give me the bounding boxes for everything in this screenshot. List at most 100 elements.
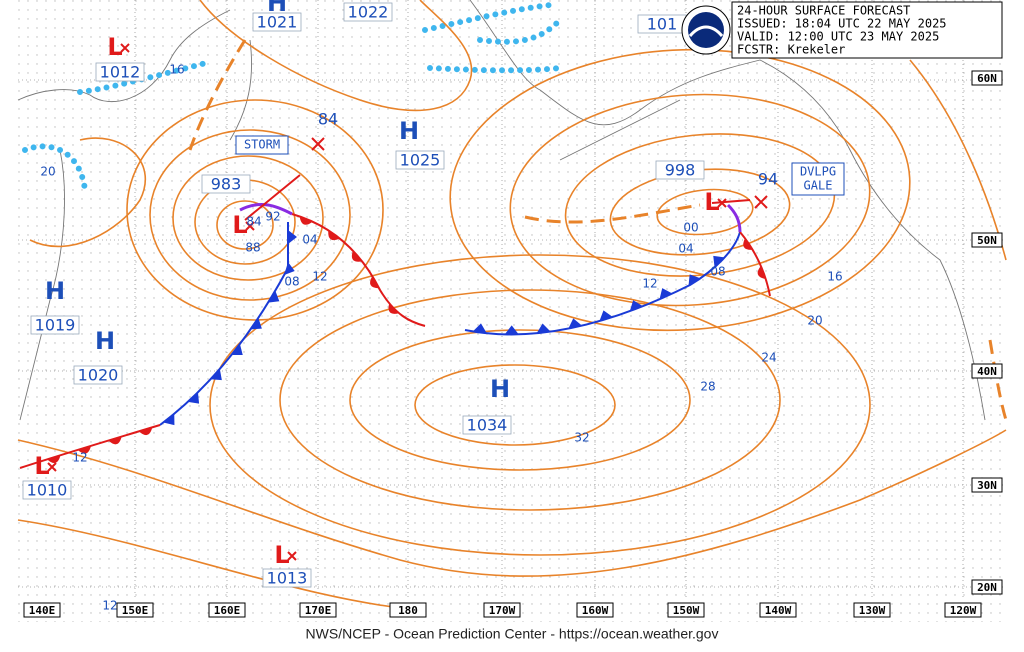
system-symbol: H — [45, 277, 65, 305]
map-background — [18, 0, 1006, 622]
isobar-label: 00 — [683, 221, 698, 235]
pressure-value: 1022 — [348, 3, 389, 22]
isobar-label: 16 — [827, 270, 842, 284]
pressure-box — [73, 365, 123, 385]
labels: 140E 150E 160E 170E 180 170W 160W 150W 140W 130W 1… — [22, 0, 1003, 618]
pressure-value: 1019 — [35, 316, 76, 335]
isobar-label: 12 — [312, 270, 327, 284]
front-symbol — [187, 392, 200, 404]
low-x — [120, 43, 130, 53]
pressure-box — [262, 568, 312, 588]
lon-label: 140W — [765, 604, 792, 617]
footer-credit: NWS/NCEP - Ocean Prediction Center - htt… — [306, 626, 719, 642]
header-line: FCSTR: Krekeler — [737, 43, 845, 57]
pressure-box — [252, 12, 302, 32]
pressure-value: 1012 — [100, 63, 141, 82]
isobar-label: 12 — [642, 277, 657, 291]
front-symbol — [370, 276, 380, 289]
lon-label-box — [944, 602, 982, 618]
header-line: ISSUED: 18:04 UTC 22 MAY 2025 — [737, 17, 947, 31]
isobar-label: 20 — [807, 314, 822, 328]
front-symbol — [351, 250, 363, 262]
front-symbol — [504, 325, 519, 335]
lon-label-box — [483, 602, 521, 618]
isobar-label: 24 — [761, 351, 776, 365]
front-symbol — [568, 318, 583, 329]
isobar-label: 12 — [102, 599, 117, 613]
lat-label-box — [971, 579, 1003, 595]
isobar-label: 88 — [245, 241, 260, 255]
system-symbol: L — [704, 188, 719, 216]
system-symbol: L — [107, 33, 122, 61]
lat-label-box — [971, 363, 1003, 379]
lon-label-box — [389, 602, 427, 618]
lon-label: 180 — [398, 604, 418, 617]
pressure-box — [22, 480, 72, 500]
header-line: 24-HOUR SURFACE FORECAST — [737, 4, 910, 18]
isobars — [17, 0, 1007, 611]
isobar-label: 04 — [302, 233, 317, 247]
isobar-label: 12 — [72, 451, 87, 465]
pressure-box — [95, 62, 145, 82]
front-symbol — [743, 238, 753, 250]
lon-label: 130W — [859, 604, 886, 617]
lat-label-box — [971, 477, 1003, 493]
pressure-box — [201, 174, 251, 194]
front-symbol — [210, 368, 222, 381]
lat-label-box — [971, 70, 1003, 86]
isobar-label: 84 — [246, 215, 261, 229]
low-x — [717, 198, 727, 208]
lat-label: 60N — [977, 72, 997, 85]
front-symbol — [284, 262, 295, 276]
pressure-box — [395, 150, 445, 170]
pressure-box — [462, 415, 512, 435]
front-symbol — [328, 230, 340, 241]
isobar-label: 92 — [265, 210, 280, 224]
pressure-value: 1010 — [27, 481, 68, 500]
front-symbol — [659, 288, 673, 300]
pressure-box — [655, 160, 705, 180]
front-symbol — [472, 323, 487, 334]
lon-label-box — [23, 602, 61, 618]
front-symbol — [713, 255, 725, 268]
sea-ice — [22, 2, 563, 193]
pressure-value: 983 — [211, 175, 242, 194]
lon-label-box — [667, 602, 705, 618]
system-symbol: H — [399, 117, 419, 145]
isobar-label: 08 — [284, 275, 299, 289]
pressure-value: 1021 — [257, 13, 298, 32]
lon-label-box — [116, 602, 154, 618]
pressure-box — [30, 315, 80, 335]
pressure-box — [343, 2, 393, 22]
warning-label: STORM — [244, 138, 280, 152]
lon-label: 140E — [29, 604, 56, 617]
front-symbol — [231, 343, 243, 356]
lon-label-box — [853, 602, 891, 618]
front-symbol — [299, 216, 313, 225]
front-symbol — [163, 413, 175, 426]
lon-label-box — [299, 602, 337, 618]
lat-label: 40N — [977, 365, 997, 378]
header-box: 24-HOUR SURFACE FORECAST ISSUED: 18:04 U… — [681, 1, 1003, 59]
forecast-pressure: 94 — [758, 170, 778, 189]
system-symbol: L — [274, 541, 289, 569]
graticule — [18, 0, 1006, 600]
low-x — [287, 551, 297, 561]
low-x — [47, 462, 57, 472]
isobar-label: 08 — [710, 265, 725, 279]
pressure-value: 1034 — [467, 416, 508, 435]
front-symbol — [138, 427, 153, 436]
low-x — [245, 221, 255, 231]
front-symbol — [388, 303, 400, 314]
front-symbol — [108, 436, 122, 445]
forecast-pressure: 84 — [318, 110, 338, 129]
coastlines — [17, 0, 986, 421]
lon-label: 160W — [582, 604, 609, 617]
front-symbol — [47, 455, 61, 464]
lon-label: 120W — [950, 604, 977, 617]
warning-label: GALE — [804, 179, 833, 193]
front-symbol — [288, 230, 297, 244]
fronts — [19, 39, 1008, 469]
pressure-value: 998 — [665, 161, 696, 180]
